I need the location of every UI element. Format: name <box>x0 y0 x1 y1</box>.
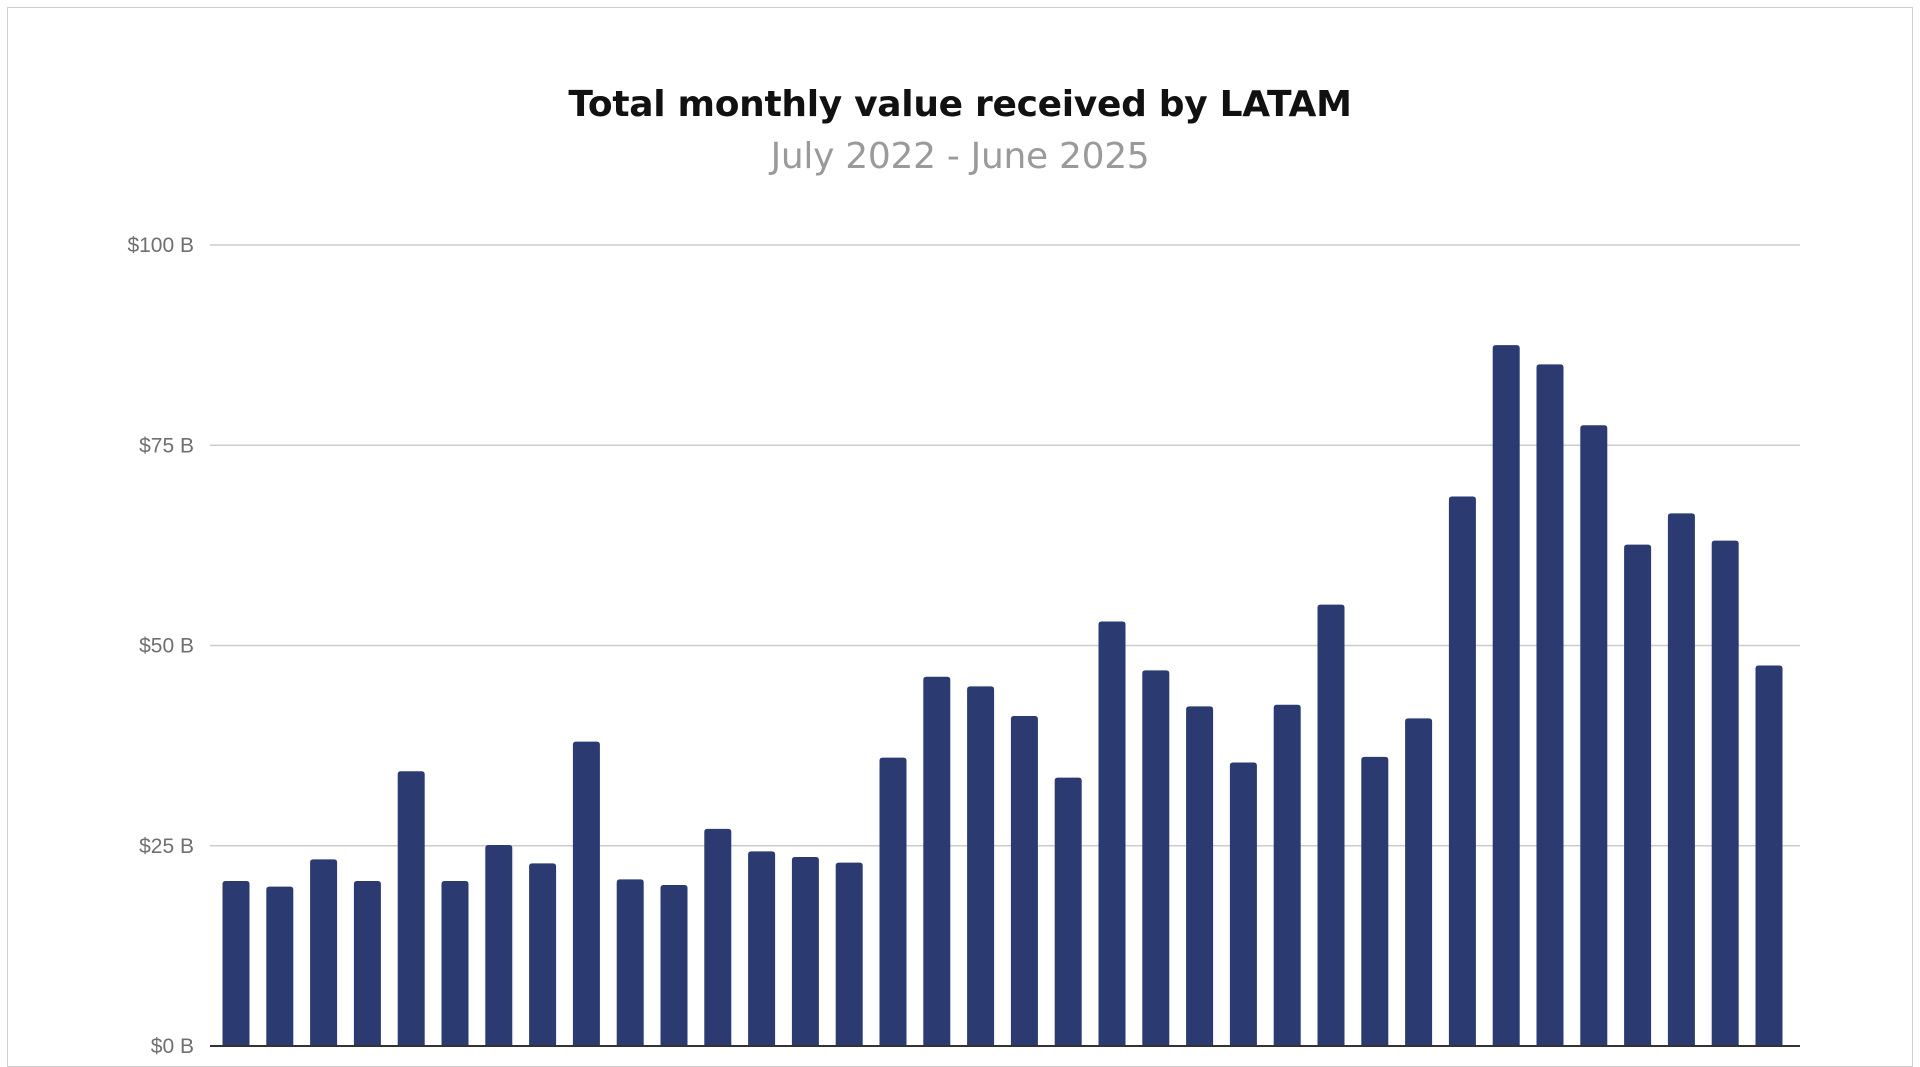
y-tick-label: $0 B <box>151 1035 194 1058</box>
bar-aug-2023 <box>791 856 819 1046</box>
bar-nov-2024 <box>1448 496 1476 1046</box>
y-tick-label: $75 B <box>139 434 194 457</box>
gridlines <box>210 244 1800 847</box>
bar-apr-2025 <box>1667 513 1695 1046</box>
bar-nov-2022 <box>397 771 425 1046</box>
bar-jun-2025 <box>1755 665 1783 1046</box>
bar-aug-2022 <box>266 886 294 1046</box>
y-axis-labels: $0 B $25 B $50 B $75 B $100 B <box>127 234 194 1058</box>
bar-apr-2024 <box>1142 670 1170 1046</box>
y-tick-label: $50 B <box>139 635 194 658</box>
bar-jul-2023 <box>748 851 776 1046</box>
bar-nov-2023 <box>923 676 951 1046</box>
bar-sep-2023 <box>835 862 863 1046</box>
bar-may-2024 <box>1186 706 1214 1046</box>
bar-jun-2023 <box>704 828 732 1046</box>
bar-feb-2025 <box>1580 425 1608 1047</box>
bar-mar-2025 <box>1624 544 1652 1046</box>
bar-sep-2022 <box>310 859 338 1046</box>
bar-may-2025 <box>1711 540 1739 1046</box>
bar-feb-2024 <box>1054 777 1082 1046</box>
bar-jan-2025 <box>1536 364 1564 1046</box>
y-tick-label: $25 B <box>139 835 194 858</box>
bar-dec-2024 <box>1492 345 1520 1046</box>
bar-mar-2023 <box>572 741 600 1046</box>
bar-may-2023 <box>660 884 688 1046</box>
bar-jul-2022 <box>222 880 250 1046</box>
chart-subtitle: July 2022 - June 2025 <box>770 136 1150 177</box>
bar-oct-2022 <box>353 880 381 1046</box>
y-tick-label: $100 B <box>127 234 194 257</box>
bar-jan-2023 <box>485 844 513 1046</box>
chart-title: Total monthly value received by LATAM <box>568 84 1352 125</box>
bar-jun-2024 <box>1229 762 1257 1046</box>
bar-aug-2024 <box>1317 604 1345 1046</box>
bar-jan-2024 <box>1010 715 1038 1046</box>
bars <box>222 345 1783 1047</box>
bar-jul-2024 <box>1273 704 1301 1046</box>
bar-mar-2024 <box>1098 621 1126 1046</box>
bar-oct-2023 <box>879 757 907 1046</box>
bar-sep-2024 <box>1361 756 1389 1046</box>
bar-apr-2023 <box>616 879 644 1046</box>
bar-dec-2023 <box>967 686 995 1046</box>
bar-feb-2023 <box>529 863 557 1046</box>
bar-oct-2024 <box>1405 718 1433 1046</box>
bar-dec-2022 <box>441 880 469 1046</box>
